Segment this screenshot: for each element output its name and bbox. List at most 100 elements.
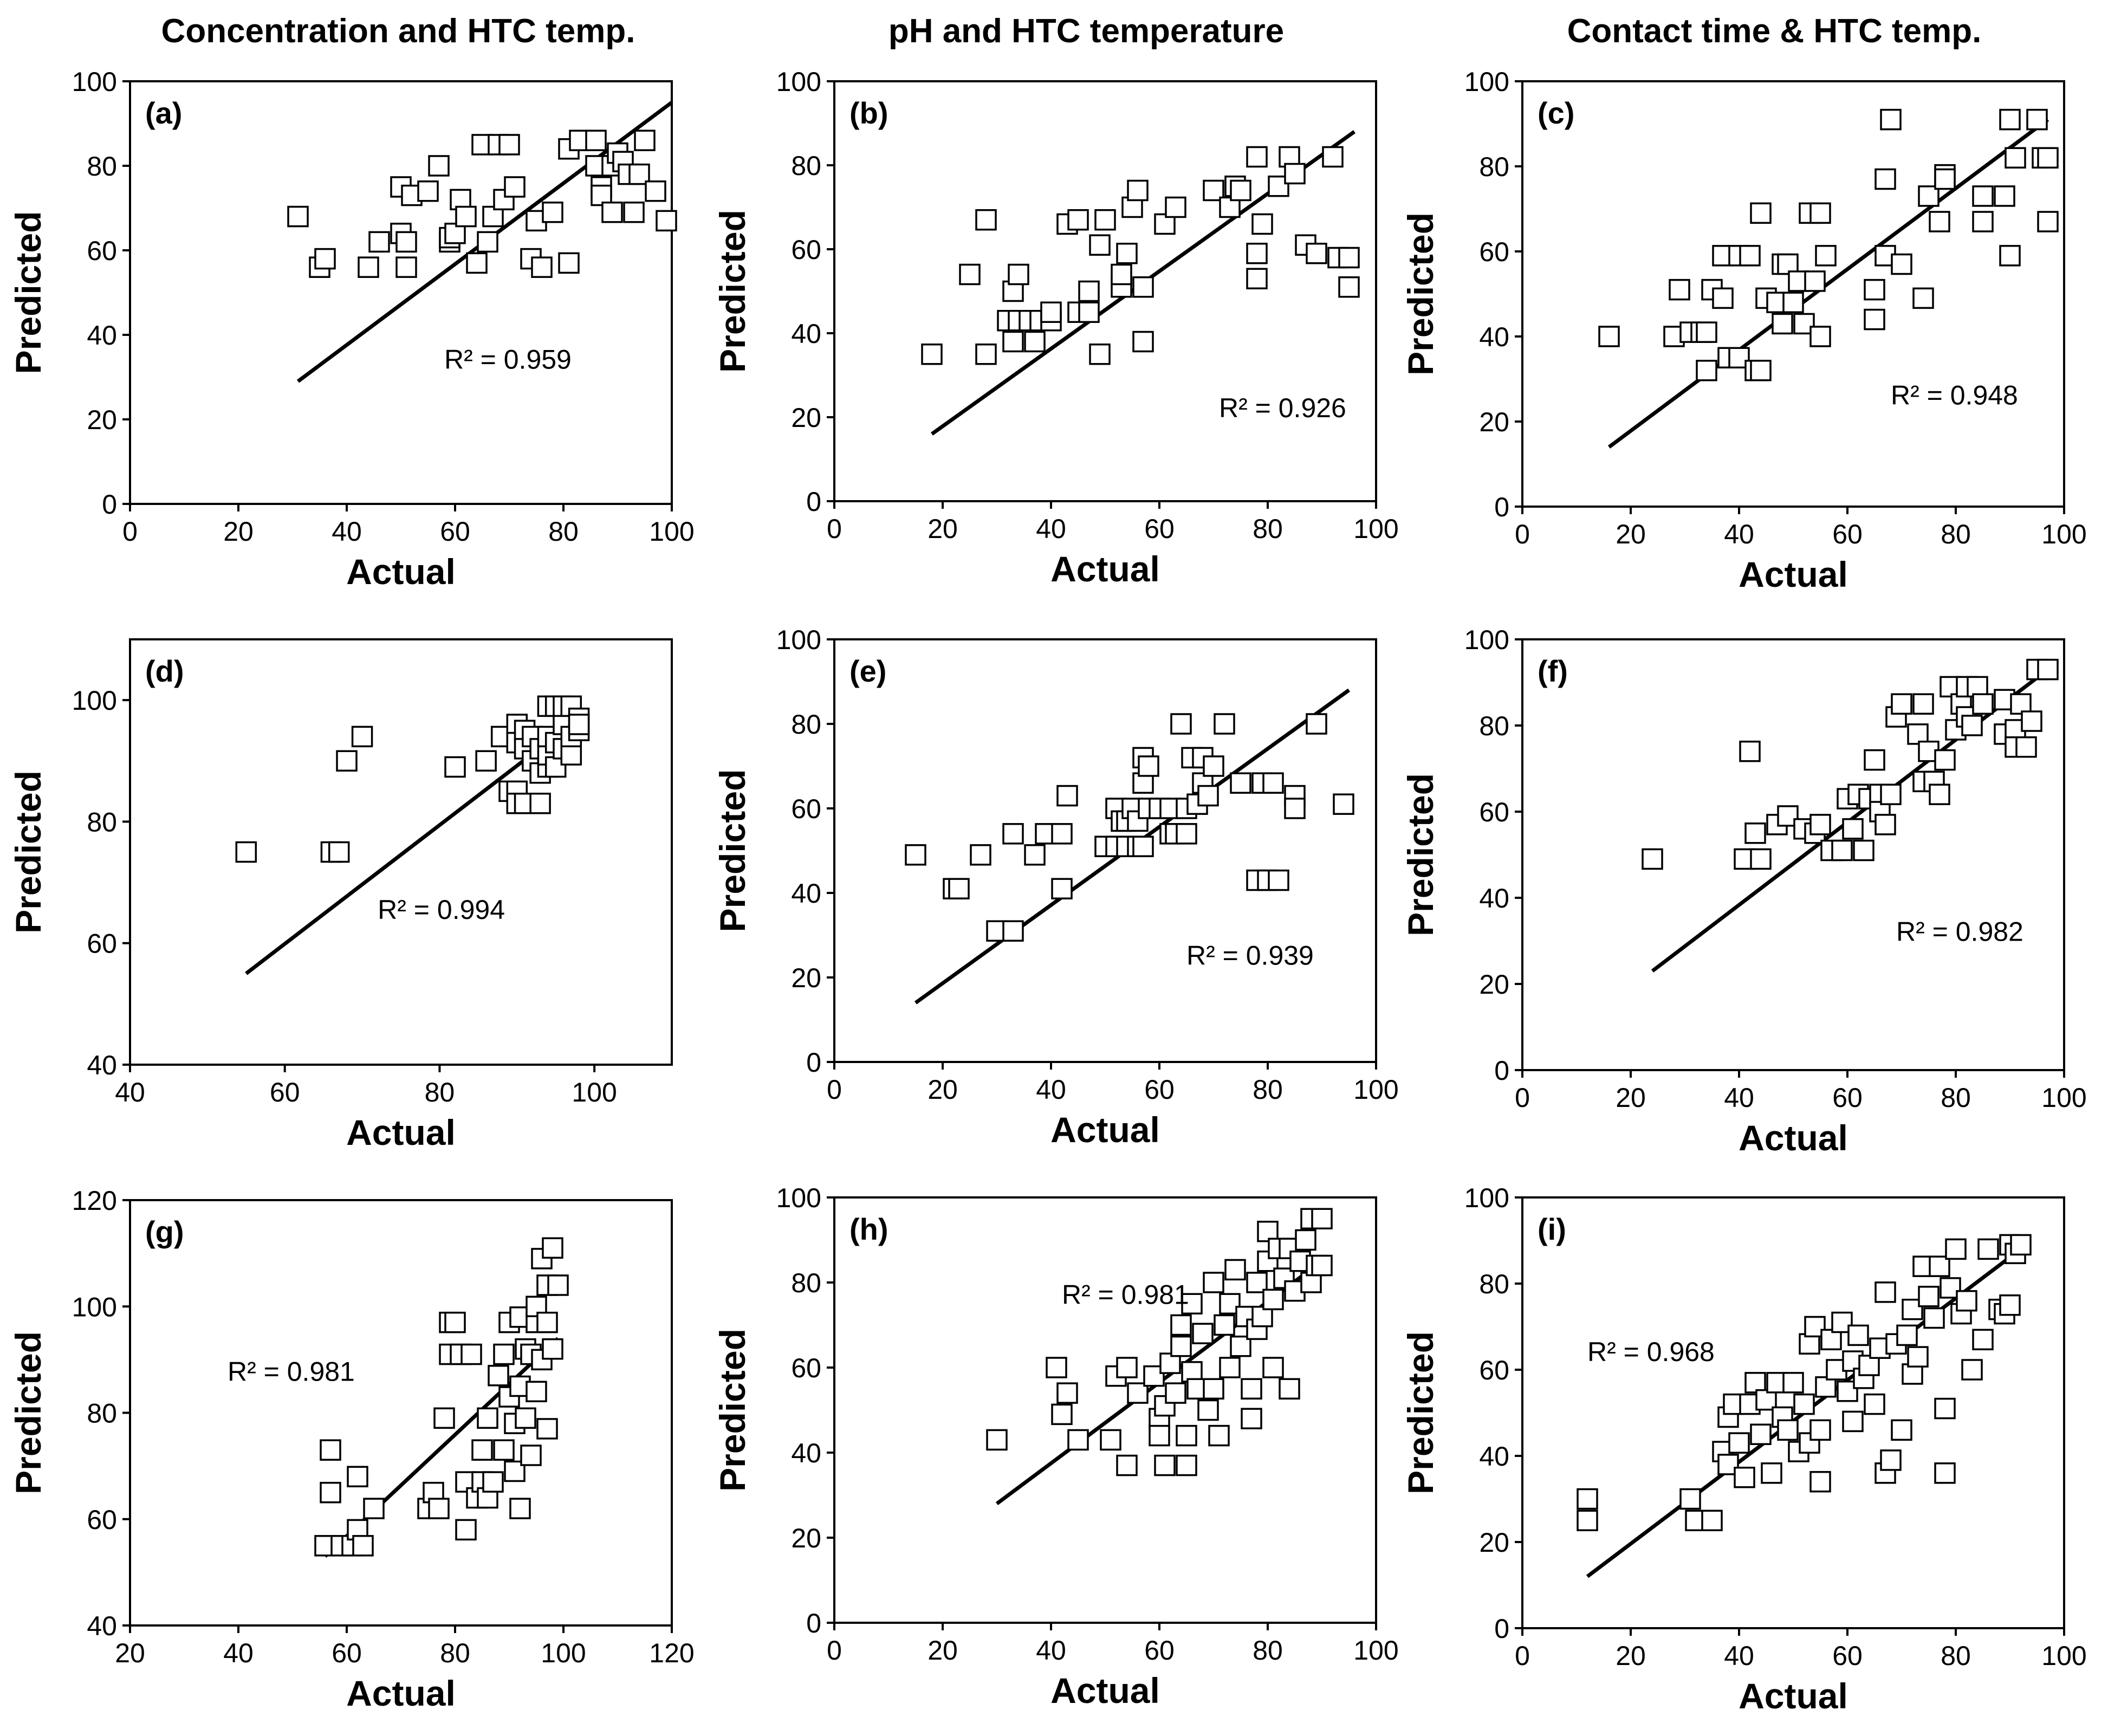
- y-tick-label: 40: [791, 878, 821, 909]
- y-tick-label: 40: [1479, 883, 1509, 914]
- data-point: [1251, 213, 1273, 235]
- x-tick-label: 40: [1724, 1641, 1754, 1671]
- r-squared-label: R² = 0.982: [1896, 917, 2023, 947]
- data-point: [585, 129, 607, 151]
- y-axis-label: Predicted: [712, 769, 753, 932]
- data-point: [287, 205, 309, 228]
- x-axis-label: Actual: [346, 1112, 456, 1152]
- y-tick-label: 80: [791, 151, 821, 181]
- data-point: [975, 209, 997, 231]
- y-tick-label: 60: [1479, 237, 1509, 267]
- r-squared-label: R² = 0.959: [444, 344, 572, 374]
- data-point: [363, 1498, 385, 1519]
- data-point: [1127, 179, 1149, 202]
- data-point: [1241, 1378, 1262, 1400]
- data-point: [1111, 263, 1132, 286]
- data-point: [1977, 1238, 1999, 1260]
- data-point: [347, 1466, 368, 1487]
- data-point: [1864, 278, 1885, 301]
- data-point: [455, 1519, 477, 1541]
- y-axis-label: Predicted: [712, 210, 753, 373]
- plot-frame: [1521, 638, 2065, 1071]
- data-point: [1056, 1382, 1078, 1404]
- x-tick-label: 60: [270, 1077, 300, 1107]
- data-point: [395, 256, 417, 278]
- y-axis-label: Predicted: [712, 1329, 753, 1492]
- data-point: [1696, 321, 1717, 343]
- data-point: [328, 841, 350, 863]
- data-point: [2037, 211, 2059, 232]
- data-point: [2005, 147, 2026, 169]
- x-axis-label: Actual: [346, 552, 456, 592]
- data-point: [2010, 1234, 2032, 1256]
- data-point: [1051, 1403, 1073, 1426]
- data-point: [1008, 263, 1029, 286]
- y-tick-label: 20: [1479, 969, 1509, 1000]
- plot-frame: [833, 1196, 1377, 1624]
- data-point: [1176, 1454, 1197, 1476]
- data-point: [1181, 1293, 1203, 1314]
- y-tick-label: 80: [791, 709, 821, 740]
- data-point: [1891, 1419, 1912, 1441]
- y-tick-label: 40: [87, 320, 117, 351]
- y-tick-label: 60: [791, 1353, 821, 1383]
- data-point: [235, 841, 257, 863]
- data-point: [531, 256, 553, 278]
- data-point: [1262, 772, 1284, 794]
- y-tick-label: 80: [1479, 152, 1509, 182]
- panel-label: (a): [145, 96, 182, 130]
- x-tick-label: 40: [332, 516, 362, 547]
- data-point: [1203, 755, 1224, 777]
- data-point: [1907, 723, 1929, 745]
- data-point: [1333, 793, 1354, 815]
- data-point: [1750, 360, 1772, 381]
- x-tick-label: 80: [1941, 1083, 1971, 1113]
- panel-label: (f): [1538, 654, 1568, 688]
- x-tick-label: 0: [122, 516, 138, 547]
- y-tick-label: 40: [87, 1050, 117, 1080]
- data-point: [1880, 1449, 1902, 1471]
- data-point: [656, 210, 677, 232]
- y-tick-label: 40: [1479, 322, 1509, 352]
- r-squared-label: R² = 0.968: [1587, 1337, 1715, 1367]
- y-tick-label: 100: [72, 685, 117, 716]
- data-point: [520, 1444, 542, 1466]
- x-tick-label: 40: [1036, 1635, 1066, 1666]
- x-tick-label: 0: [1515, 519, 1530, 549]
- data-point: [560, 744, 582, 766]
- data-point: [1972, 211, 1994, 232]
- panel-e: 0 20 40 60 80 100 0 20 40 60 80 100 Actual Predicted (…: [712, 625, 1399, 1150]
- data-point: [1842, 1410, 1864, 1433]
- panel-f: 0 20 40 60 80 100 0 20 40 60 80 100 Actual Predicted (…: [1400, 625, 2087, 1158]
- y-axis-label: Predicted: [8, 1331, 48, 1494]
- panel-h: 0 20 40 60 80 100 0 20 40 60 80 100 Actual Predicted (…: [712, 1183, 1399, 1711]
- data-point: [1577, 1488, 1598, 1510]
- panel-label: (d): [145, 654, 184, 688]
- data-point: [558, 252, 580, 274]
- data-point: [1728, 1432, 1750, 1454]
- data-point: [1284, 798, 1306, 819]
- data-point: [428, 1498, 450, 1519]
- data-point: [1750, 848, 1772, 870]
- data-point: [1934, 749, 1956, 771]
- x-tick-label: 0: [1515, 1083, 1530, 1113]
- x-tick-label: 20: [1616, 1083, 1646, 1113]
- y-tick-label: 20: [1479, 1527, 1509, 1558]
- data-point: [1138, 755, 1159, 777]
- y-tick-label: 100: [776, 625, 821, 655]
- r-squared-label: R² = 0.926: [1219, 393, 1346, 423]
- panel-b: 0 20 40 60 80 100 0 20 40 60 80 100 Actual Predicted (…: [712, 67, 1399, 589]
- y-tick-label: 20: [791, 963, 821, 993]
- data-point: [1268, 869, 1289, 891]
- data-point: [1208, 1424, 1230, 1447]
- x-tick-label: 40: [115, 1077, 145, 1107]
- y-tick-label: 100: [1464, 67, 1509, 97]
- data-point: [1306, 713, 1327, 735]
- data-point: [1961, 715, 1983, 736]
- x-tick-label: 20: [927, 1635, 958, 1666]
- x-tick-label: 80: [1253, 1635, 1283, 1666]
- data-point: [1858, 1355, 1880, 1376]
- y-tick-label: 60: [791, 794, 821, 824]
- y-tick-label: 100: [72, 1292, 117, 1322]
